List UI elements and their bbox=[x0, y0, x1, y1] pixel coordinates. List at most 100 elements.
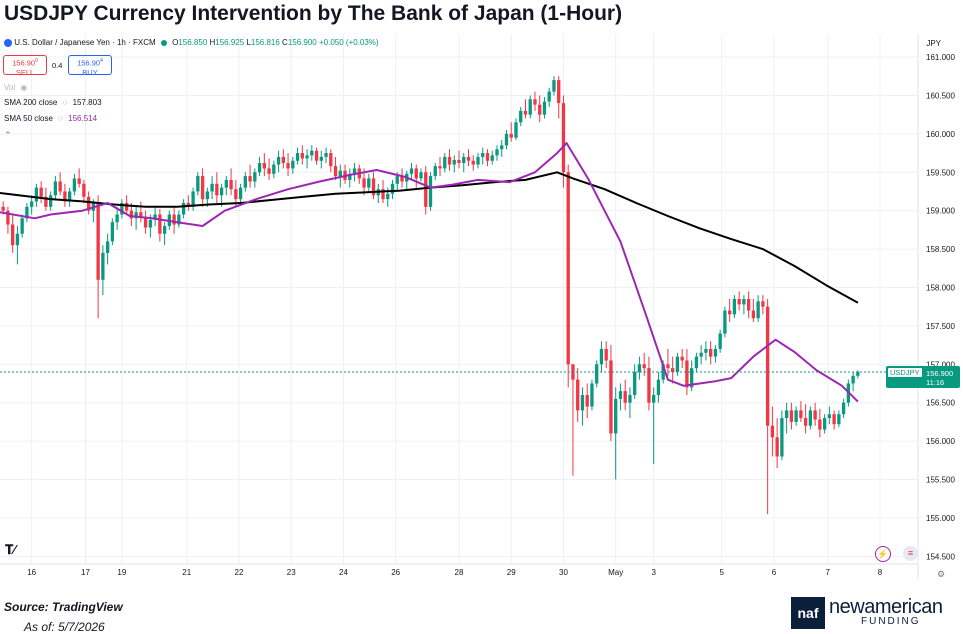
candle-body bbox=[428, 176, 433, 207]
candle-body bbox=[761, 301, 765, 307]
high-value: 156.925 bbox=[215, 38, 245, 47]
candle-body bbox=[348, 173, 352, 180]
candle-body bbox=[457, 159, 461, 164]
change-value: +0.050 (+0.03%) bbox=[318, 38, 379, 47]
candle-body bbox=[181, 202, 186, 215]
candle-body bbox=[324, 153, 328, 157]
candle-body bbox=[77, 178, 81, 184]
candle-body bbox=[34, 187, 39, 202]
candle-body bbox=[533, 99, 537, 105]
candle-body bbox=[110, 222, 115, 242]
sell-label: SELL bbox=[15, 67, 35, 77]
candle-body bbox=[661, 364, 665, 380]
x-tick-label: 28 bbox=[455, 568, 464, 577]
candle-body bbox=[234, 189, 238, 200]
tradingview-logo-icon[interactable]: 𝐓∕ bbox=[5, 542, 16, 557]
x-tick-label: 19 bbox=[117, 568, 126, 577]
currency-label: JPY bbox=[926, 39, 941, 48]
low-value: 156.816 bbox=[250, 38, 280, 47]
flag-icon bbox=[4, 38, 12, 47]
candle-body bbox=[837, 414, 841, 425]
candle-body bbox=[362, 178, 366, 188]
candle-body bbox=[248, 176, 252, 182]
y-tick-label: 155.500 bbox=[926, 476, 955, 485]
candle-body bbox=[67, 191, 72, 202]
candle-body bbox=[96, 202, 100, 280]
collapse-icon[interactable]: ⌃ bbox=[4, 130, 12, 140]
candle-body bbox=[822, 418, 827, 430]
x-tick-label: 26 bbox=[391, 568, 400, 577]
candle-body bbox=[243, 176, 247, 188]
y-tick-label: 160.000 bbox=[926, 130, 955, 139]
x-tick-label: 30 bbox=[559, 568, 568, 577]
price-tag-price: 156.900 bbox=[926, 368, 954, 378]
candle-body bbox=[813, 410, 817, 420]
candle-body bbox=[329, 153, 333, 167]
candle-body bbox=[305, 155, 309, 159]
x-tick-label: May bbox=[608, 568, 623, 577]
candle-body bbox=[808, 410, 813, 426]
candle-body bbox=[48, 195, 53, 207]
candle-body bbox=[552, 80, 556, 92]
high-label: H bbox=[209, 38, 216, 47]
candle-body bbox=[314, 150, 319, 161]
candle-body bbox=[143, 216, 148, 228]
candle-body bbox=[732, 299, 737, 315]
candle-body bbox=[671, 368, 675, 372]
candle-body bbox=[25, 206, 29, 219]
candle-body bbox=[580, 395, 585, 411]
candle-body bbox=[390, 183, 395, 194]
candle-body bbox=[105, 241, 110, 253]
candle-body bbox=[718, 333, 722, 349]
candle-body bbox=[319, 156, 323, 161]
buy-button[interactable]: 156.904 BUY bbox=[68, 55, 112, 77]
candle-body bbox=[599, 348, 604, 365]
candle-body bbox=[115, 214, 119, 223]
candle-body bbox=[466, 156, 471, 161]
sma50-legend[interactable]: SMA 50 close ◌ 156.514 bbox=[4, 114, 97, 123]
candle-body bbox=[765, 306, 770, 426]
candle-body bbox=[490, 155, 494, 161]
candle-body bbox=[561, 103, 566, 173]
settings-gear-icon[interactable]: ⚙ bbox=[937, 569, 946, 579]
lightning-icon[interactable]: ⚡ bbox=[875, 546, 891, 562]
y-tick-label: 161.000 bbox=[926, 53, 955, 62]
volume-indicator[interactable]: Vol ◉ bbox=[4, 83, 27, 92]
candle-body bbox=[224, 179, 228, 188]
y-tick-label: 157.500 bbox=[926, 322, 955, 331]
eye-icon[interactable]: ◉ bbox=[20, 83, 28, 92]
candle-body bbox=[789, 410, 794, 422]
chart-panel: 161.000 160.500 160.000 159.500 159.000 158.5… bbox=[0, 34, 963, 580]
candle-body bbox=[53, 181, 58, 196]
candle-body bbox=[229, 179, 233, 190]
buy-price-sup: 4 bbox=[100, 58, 103, 64]
candle-body bbox=[680, 356, 684, 361]
as-of-date: As of: 5/7/2026 bbox=[24, 620, 105, 634]
candle-body bbox=[666, 364, 670, 369]
candle-body bbox=[386, 193, 390, 200]
candle-body bbox=[590, 383, 594, 407]
close-value: 156.900 bbox=[287, 38, 317, 47]
x-tick-label: 7 bbox=[826, 568, 831, 577]
candle-body bbox=[262, 163, 266, 169]
sell-button[interactable]: 156.900 SELL bbox=[3, 55, 47, 77]
candle-body bbox=[576, 379, 580, 411]
candle-body bbox=[746, 299, 751, 311]
candle-body bbox=[338, 170, 342, 177]
x-tick-label: 5 bbox=[720, 568, 725, 577]
sma50-line bbox=[0, 142, 859, 403]
y-tick-label: 155.000 bbox=[926, 514, 955, 523]
chart-svg[interactable]: 161.000 160.500 160.000 159.500 159.000 158.5… bbox=[0, 34, 963, 580]
logo-wordmark: newamerican bbox=[829, 596, 943, 618]
candle-body bbox=[827, 414, 832, 419]
candle-body bbox=[851, 375, 855, 384]
sma200-legend[interactable]: SMA 200 close ◌ 157.803 bbox=[4, 98, 102, 107]
candle-body bbox=[148, 219, 153, 228]
us-flag-icon[interactable]: ≡ bbox=[903, 546, 918, 561]
candle-body bbox=[856, 371, 860, 376]
candle-body bbox=[186, 202, 191, 207]
candle-body bbox=[72, 178, 77, 192]
candle-body bbox=[58, 181, 62, 192]
candle-body bbox=[708, 348, 713, 357]
candle-body bbox=[751, 310, 756, 319]
